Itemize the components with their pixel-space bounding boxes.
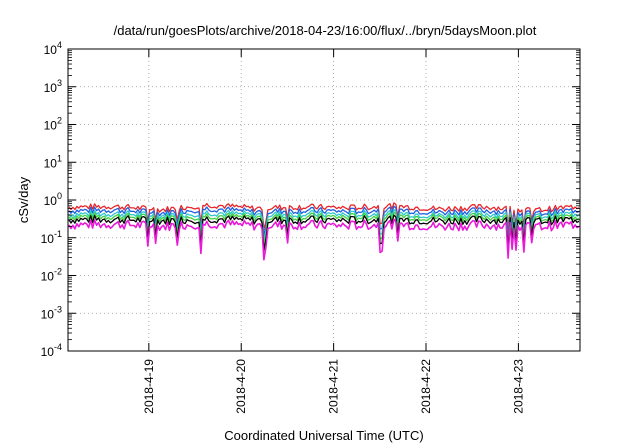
y-tick-exponent: -3	[54, 304, 62, 314]
y-tick-label: 103	[44, 78, 62, 95]
y-tick-base: 10	[44, 43, 58, 57]
y-tick-base: 10	[41, 232, 55, 246]
y-tick-exponent: 2	[57, 116, 62, 126]
y-tick-label: 10-2	[41, 267, 62, 284]
chart-title: /data/run/goesPlots/archive/2018-04-23/1…	[114, 23, 537, 38]
y-tick-label: 10-4	[41, 342, 62, 359]
y-tick-label: 104	[44, 40, 62, 57]
y-tick-base: 10	[44, 194, 58, 208]
y-tick-base: 10	[44, 81, 58, 95]
y-tick-base: 10	[41, 270, 55, 284]
grid-lines	[68, 49, 580, 351]
y-tick-base: 10	[44, 156, 58, 170]
series-line	[68, 218, 580, 261]
x-tick-label: 2018-4-20	[234, 359, 248, 414]
x-tick-label: 2018-4-19	[142, 359, 156, 414]
y-axis-label: cSv/day	[16, 176, 31, 223]
y-tick-exponent: -1	[54, 229, 62, 239]
x-axis-label: Coordinated Universal Time (UTC)	[224, 428, 423, 443]
y-tick-label: 101	[44, 153, 62, 170]
y-tick-label: 102	[44, 116, 62, 133]
y-tick-base: 10	[44, 119, 58, 133]
y-tick-label: 10-1	[41, 229, 62, 246]
y-tick-exponent: 0	[57, 191, 62, 201]
y-tick-exponent: -4	[54, 342, 62, 352]
y-tick-base: 10	[41, 307, 55, 321]
tick-labels: 10-410-310-210-11001011021031042018-4-19…	[41, 40, 526, 414]
y-tick-base: 10	[41, 345, 55, 359]
y-tick-exponent: 1	[57, 153, 62, 163]
x-tick-label: 2018-4-23	[511, 359, 525, 414]
axis-ticks	[68, 48, 580, 352]
series-line	[68, 214, 580, 251]
series-layer	[68, 202, 580, 261]
y-tick-exponent: 4	[57, 40, 62, 50]
x-tick-label: 2018-4-22	[419, 359, 433, 414]
y-tick-exponent: 3	[57, 78, 62, 88]
y-tick-exponent: -2	[54, 267, 62, 277]
series-line	[68, 202, 580, 231]
x-tick-label: 2018-4-21	[327, 359, 341, 414]
y-tick-label: 10-3	[41, 304, 62, 321]
plot-frame	[67, 48, 581, 352]
y-tick-label: 100	[44, 191, 62, 208]
